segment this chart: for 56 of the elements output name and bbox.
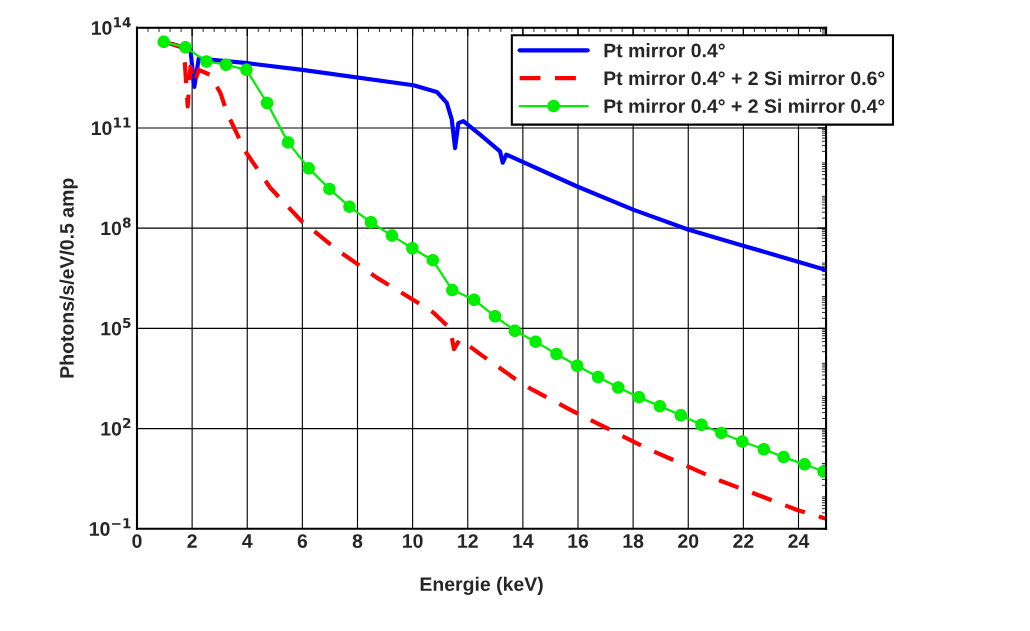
point xyxy=(798,458,811,471)
point xyxy=(179,41,192,54)
point xyxy=(260,96,274,110)
y-axis-title: Photons/s/eV/0.5 amp xyxy=(59,178,78,378)
point xyxy=(570,359,584,372)
point xyxy=(385,229,399,242)
x-tick-label: 2 xyxy=(187,534,197,548)
point xyxy=(364,216,378,229)
legend-label: Pt mirror 0.4° + 2 Si mirror 0.4° xyxy=(604,98,885,114)
legend-label: Pt mirror 0.4° xyxy=(604,43,725,58)
x-axis-title: Energie (keV) xyxy=(420,576,543,595)
point xyxy=(632,390,646,404)
x-tick-label: 22 xyxy=(733,534,754,548)
point xyxy=(611,381,625,394)
point xyxy=(446,283,459,297)
point xyxy=(529,335,542,348)
legend-label: Pt mirror 0.4° + 2 Si mirror 0.6° xyxy=(604,70,885,86)
y-tick-label: 10$^{14}$ xyxy=(91,17,131,35)
point xyxy=(653,399,667,413)
point xyxy=(736,435,749,448)
x-tick-label: 20 xyxy=(678,534,699,548)
point xyxy=(777,450,790,464)
x-tick-label: 24 xyxy=(788,534,810,548)
point xyxy=(508,324,522,337)
point xyxy=(343,200,356,213)
y-tick-label: 10$^{5}$ xyxy=(101,317,131,336)
x-tick-label: 8 xyxy=(352,534,363,548)
y-tick-label: 10$^{−1}$ xyxy=(89,518,131,536)
x-tick-label: 18 xyxy=(623,534,644,548)
point xyxy=(550,347,563,361)
point xyxy=(200,55,213,68)
point xyxy=(488,310,502,323)
x-tick-label: 14 xyxy=(513,534,534,548)
y-tick-label: 10$^{2}$ xyxy=(101,417,131,436)
x-tick-label: 0 xyxy=(132,534,142,548)
y-tick-label: 10$^{8}$ xyxy=(101,217,131,236)
x-tick-label: 12 xyxy=(458,534,478,548)
x-tick-label: 10 xyxy=(403,534,423,548)
x-tick-label: 4 xyxy=(242,534,253,548)
point xyxy=(240,63,253,77)
point xyxy=(157,35,170,49)
point xyxy=(426,253,439,267)
y-tick-label: 10$^{11}$ xyxy=(91,117,131,136)
point xyxy=(715,426,728,440)
point xyxy=(323,182,336,196)
point xyxy=(674,409,688,422)
point xyxy=(467,293,481,306)
x-tick-label: 6 xyxy=(297,534,308,548)
point xyxy=(281,136,295,149)
point xyxy=(302,162,315,175)
point xyxy=(591,370,605,384)
point xyxy=(406,242,419,255)
point xyxy=(695,418,708,432)
point xyxy=(219,58,233,72)
x-tick-label: 16 xyxy=(568,534,589,548)
point xyxy=(757,443,771,456)
